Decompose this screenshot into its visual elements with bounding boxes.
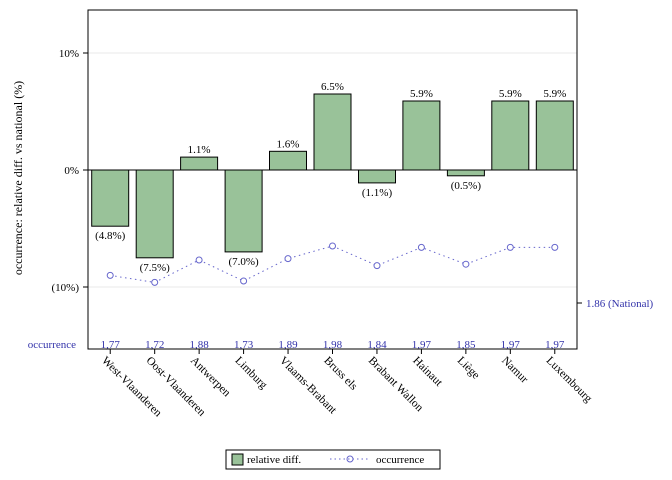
legend-label-relative-diff: relative diff. <box>247 454 301 466</box>
bar-namur <box>491 100 530 171</box>
occurrence-marker-oost-vlaanderen <box>151 278 159 286</box>
bar-bruss-els <box>313 93 352 171</box>
legend-swatch-relative-diff <box>231 453 244 466</box>
occurrence-value-bruss-els: 1,98 <box>323 339 343 351</box>
bar-label-luxembourg: 5.9% <box>543 88 566 100</box>
bar-brabant-wallon <box>358 169 396 184</box>
bar-label-hainaut: 5.9% <box>410 88 433 100</box>
bar-label-oost-vlaanderen: (7.5%) <box>140 262 171 274</box>
occurrence-value-oost-vlaanderen: 1,72 <box>145 339 164 351</box>
bar-oost-vlaanderen <box>135 169 174 259</box>
occurrence-marker-vlaams-brabant <box>284 255 292 263</box>
legend: relative diff. occurrence <box>225 449 441 470</box>
occurrence-marker-brabant-wallon <box>373 262 381 270</box>
occurrence-line-group <box>106 242 559 286</box>
occurrence-value-brabant-wallon: 1,84 <box>367 339 387 351</box>
occurrence-value-west-vlaanderen: 1,77 <box>101 339 121 351</box>
bar-group <box>91 93 574 259</box>
occurrence-value-luxembourg: 1,97 <box>545 339 565 351</box>
y-axis-label: occurrence: relative diff. vs national (… <box>11 81 25 275</box>
occurrence-marker-limburg <box>240 277 248 285</box>
occurrence-marker-luxembourg <box>551 243 559 251</box>
occurrence-value-limburg: 1,73 <box>234 339 254 351</box>
occurrence-value-li-ge: 1,85 <box>456 339 476 351</box>
occurrence-value-hainaut: 1,97 <box>412 339 432 351</box>
legend-label-occurrence: occurrence <box>376 454 424 466</box>
bar-vlaams-brabant <box>269 150 307 171</box>
occurrence-marker-antwerpen <box>195 256 203 264</box>
bar-label-brabant-wallon: (1.1%) <box>362 187 393 199</box>
occurrence-value-namur: 1,97 <box>501 339 521 351</box>
national-label: 1.86 (National) <box>586 298 654 310</box>
y-axis: 10% 0% (10%) <box>52 48 88 294</box>
occurrence-marker-bruss-els <box>329 242 336 250</box>
bar-label-namur: 5.9% <box>499 88 522 100</box>
legend-marker-occurrence <box>346 455 354 463</box>
bar-label-bruss-els: 6.5% <box>321 81 344 93</box>
bar-label-limburg: (7.0%) <box>228 256 259 268</box>
occurrence-marker-namur <box>506 243 514 251</box>
bar-label-antwerpen: 1.1% <box>188 144 211 156</box>
occurrence-marker-li-ge <box>462 260 470 268</box>
legend-box <box>225 449 441 470</box>
bar-limburg <box>224 169 263 253</box>
occurrence-row-label: occurrence <box>28 339 76 351</box>
bar-label-west-vlaanderen: (4.8%) <box>95 230 126 242</box>
bar-label-li-ge: (0.5%) <box>451 180 482 192</box>
bar-west-vlaanderen <box>91 169 130 227</box>
occurrence-marker-west-vlaanderen <box>106 271 114 279</box>
bar-antwerpen <box>180 156 219 171</box>
bar-li-ge <box>446 169 485 177</box>
bar-hainaut <box>402 100 441 171</box>
bar-luxembourg <box>535 100 574 171</box>
bar-label-vlaams-brabant: 1.6% <box>277 138 300 150</box>
y-tick-label--10: (10%) <box>52 282 80 294</box>
occurrence-value-antwerpen: 1,88 <box>189 339 209 351</box>
occurrence-label-group: 1,77 1,72 1,88 1,73 1,89 1,98 1,84 1,97 1,85 1,97… <box>101 339 565 351</box>
occurrence-marker-hainaut <box>417 243 425 251</box>
y-tick-label-10: 10% <box>59 48 79 60</box>
bar-label-group: (4.8%) (7.5%) 1.1% (7.0%) 1.6% 6.5% (1.1%) 5.9%… <box>95 81 566 274</box>
y-tick-label-0: 0% <box>64 165 79 177</box>
occurrence-value-vlaams-brabant: 1,89 <box>278 339 298 351</box>
